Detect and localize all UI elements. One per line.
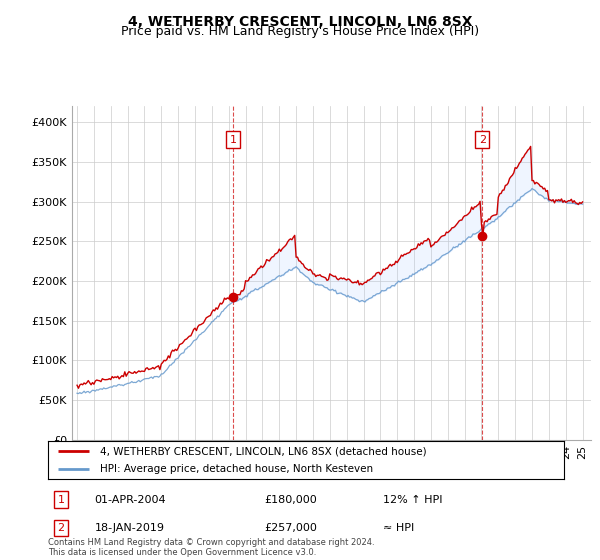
Text: 12% ↑ HPI: 12% ↑ HPI: [383, 494, 443, 505]
Text: 01-APR-2004: 01-APR-2004: [94, 494, 166, 505]
Text: £257,000: £257,000: [265, 523, 317, 533]
Text: 1: 1: [229, 135, 236, 144]
Text: 4, WETHERBY CRESCENT, LINCOLN, LN6 8SX: 4, WETHERBY CRESCENT, LINCOLN, LN6 8SX: [128, 15, 472, 29]
Text: HPI: Average price, detached house, North Kesteven: HPI: Average price, detached house, Nort…: [100, 464, 373, 474]
Text: ≈ HPI: ≈ HPI: [383, 523, 415, 533]
Text: 18-JAN-2019: 18-JAN-2019: [94, 523, 164, 533]
Text: 4, WETHERBY CRESCENT, LINCOLN, LN6 8SX (detached house): 4, WETHERBY CRESCENT, LINCOLN, LN6 8SX (…: [100, 446, 426, 456]
Text: 2: 2: [58, 523, 64, 533]
Text: 2: 2: [479, 135, 486, 144]
Text: 1: 1: [58, 494, 64, 505]
Text: £180,000: £180,000: [265, 494, 317, 505]
Text: Price paid vs. HM Land Registry's House Price Index (HPI): Price paid vs. HM Land Registry's House …: [121, 25, 479, 38]
Text: Contains HM Land Registry data © Crown copyright and database right 2024.
This d: Contains HM Land Registry data © Crown c…: [48, 538, 374, 557]
